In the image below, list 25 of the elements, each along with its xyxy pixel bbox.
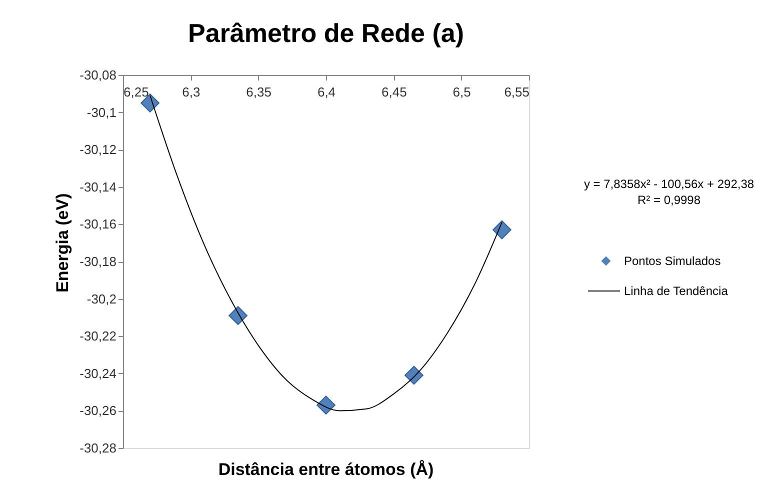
y-tick-label: -30,18 bbox=[80, 254, 116, 269]
x-tick-label: 6,3 bbox=[182, 84, 200, 100]
y-tick-label: -30,26 bbox=[80, 403, 116, 418]
chart-title: Parâmetro de Rede (a) bbox=[188, 18, 464, 48]
x-axis-title: Distância entre átomos (Å) bbox=[218, 460, 434, 479]
x-tick-label: 6,55 bbox=[504, 84, 530, 100]
y-tick-label: -30,24 bbox=[80, 366, 116, 381]
legend-label: Linha de Tendência bbox=[624, 284, 728, 298]
y-tick-label: -30,1 bbox=[86, 104, 116, 120]
text: y = 7,8358x² - 100,56x + 292,38 bbox=[584, 177, 754, 191]
y-tick-label: -30,12 bbox=[80, 142, 116, 158]
y-tick-label: -30,2 bbox=[86, 291, 116, 306]
x-tick-label: 6,35 bbox=[246, 84, 272, 100]
legend-label: Pontos Simulados bbox=[624, 254, 721, 268]
text: R² = 0,9998 bbox=[637, 193, 701, 207]
y-axis-title: Energia (eV) bbox=[53, 193, 72, 292]
y-tick-label: -30,22 bbox=[80, 328, 116, 344]
y-tick-label: -30,14 bbox=[80, 179, 116, 194]
y-tick-label: -30,16 bbox=[80, 216, 116, 232]
x-tick-label: 6,45 bbox=[382, 84, 407, 100]
x-tick-label: 6,5 bbox=[452, 84, 471, 100]
x-tick-label: 6,25 bbox=[124, 84, 149, 100]
y-tick-label: -30,08 bbox=[80, 68, 116, 82]
x-tick-label: 6,4 bbox=[317, 84, 336, 100]
y-tick-label: -30,28 bbox=[80, 440, 116, 456]
